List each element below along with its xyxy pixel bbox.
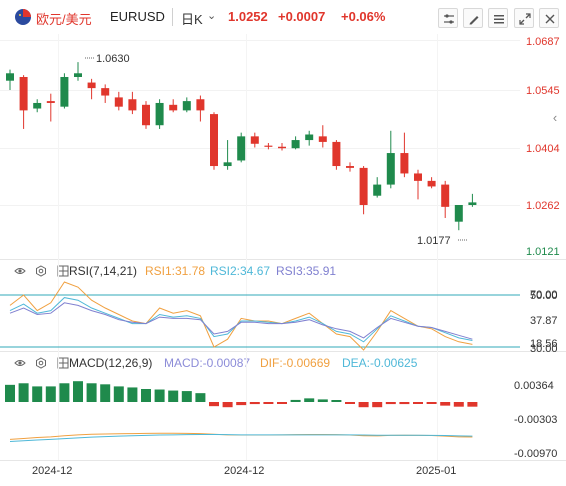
drawing-list-button[interactable] (488, 8, 508, 28)
macd-tick: 0.00364 (514, 380, 554, 392)
macd-tick: -0.00303 (514, 414, 557, 426)
rsi1-value: RSI1:31.78 (145, 264, 206, 278)
dif-value: DIF:-0.00669 (260, 356, 331, 370)
rsi-tick: 30.00 (530, 343, 558, 355)
y-tick: 1.0687 (526, 36, 560, 48)
toolbar: 欧元/美元 EURUSD 日K ⌄ 1.0252 +0.0007 +0.06% (0, 0, 566, 34)
chevron-down-icon[interactable]: ⌄ (207, 10, 217, 22)
settings-icon[interactable] (35, 265, 47, 277)
rsi-label: RSI(7,14,21) (69, 264, 138, 278)
rsi-tick: 18.56 (530, 338, 558, 350)
macd-value: MACD:-0.00087 (164, 356, 251, 370)
y-tick: 1.0121 (526, 246, 560, 258)
x-tick: 2024-12 (32, 465, 72, 477)
rsi-tick: 70.00 (530, 289, 558, 301)
close-icon (545, 14, 555, 24)
rsi2-value: RSI2:34.67 (210, 264, 271, 278)
chevron-left-icon: ‹ (552, 110, 558, 125)
y-tick: 1.0545 (526, 85, 560, 97)
x-tick: 2024-12 (224, 465, 264, 477)
timeframe-selector[interactable]: 日K (181, 12, 203, 27)
eye-icon[interactable] (14, 265, 26, 277)
rsi3-value: RSI3:35.91 (276, 264, 337, 278)
divider (172, 8, 173, 26)
settings-icon[interactable] (35, 357, 47, 369)
x-tick: 2025-01 (416, 465, 456, 477)
eye-icon[interactable] (14, 357, 26, 369)
price-change: +0.0007 (278, 9, 326, 24)
expand-icon (519, 13, 531, 25)
low-label: 1.0177 (417, 235, 451, 247)
list-icon (494, 15, 504, 24)
dea-value: DEA:-0.00625 (342, 356, 418, 370)
macd-tick: -0.00970 (514, 448, 557, 460)
rsi-tick: 50.00 (530, 290, 558, 302)
eur-usd-flag-icon (15, 9, 31, 25)
draw-tool-button[interactable] (463, 8, 483, 28)
sliders-icon (444, 14, 454, 24)
fullscreen-button[interactable] (514, 8, 534, 28)
y-tick: 1.0262 (526, 200, 560, 212)
y-tick: 1.0404 (526, 143, 560, 155)
high-label: 1.0630 (96, 53, 130, 65)
close-button[interactable] (539, 8, 559, 28)
rsi-tick: 37.87 (530, 315, 558, 327)
pencil-icon (469, 16, 479, 25)
last-price: 1.0252 (228, 9, 268, 24)
symbol-code[interactable]: EURUSD (110, 9, 165, 24)
macd-label: MACD(12,26,9) (69, 356, 153, 370)
symbol-cn[interactable]: 欧元/美元 (36, 12, 92, 27)
collapse-panel-button[interactable]: ‹ (546, 108, 564, 128)
indicator-settings-button[interactable] (438, 8, 458, 28)
price-change-pct: +0.06% (341, 9, 386, 24)
